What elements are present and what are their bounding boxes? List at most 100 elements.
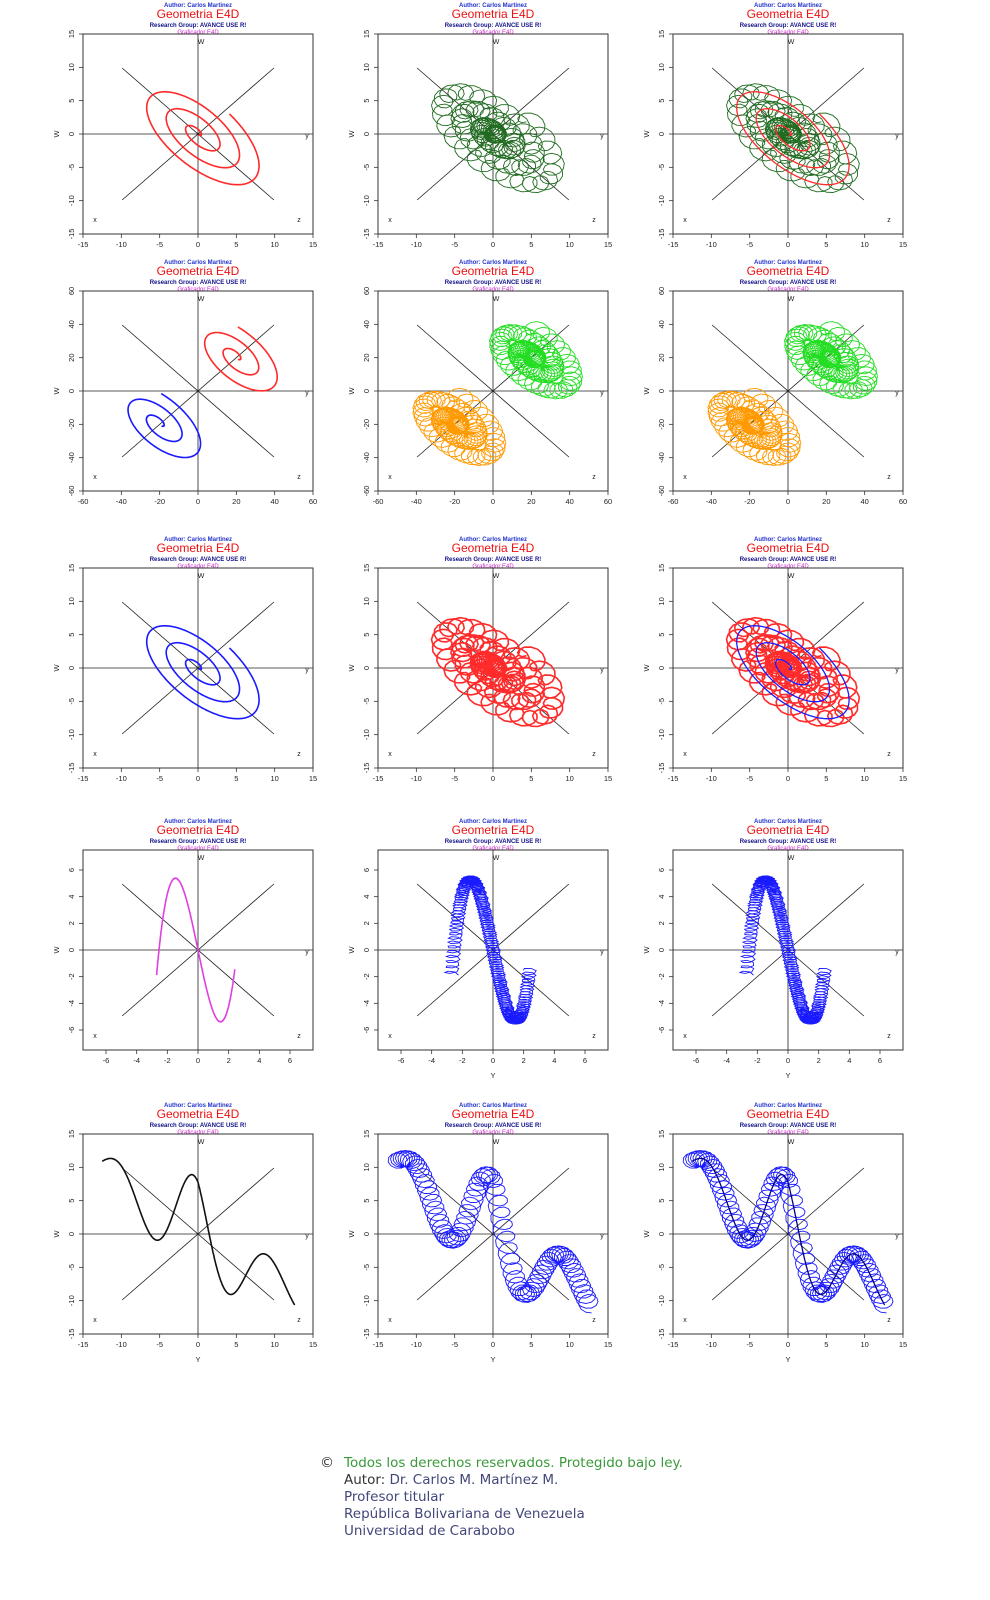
axes-lines (673, 291, 903, 491)
axis-y-label: y (600, 949, 604, 956)
y-tick-label: 0 (67, 389, 76, 393)
coil-series (443, 875, 537, 1025)
y-tick-label: 0 (362, 666, 371, 670)
chart-author: Author: Carlos Martinez (754, 3, 822, 9)
y-tick-label: -5 (67, 1264, 76, 1271)
x-tick-label: -40 (116, 497, 127, 506)
axis-z-label: z (592, 474, 596, 481)
position-text: Profesor titular (344, 1489, 445, 1505)
x-tick-label: 10 (270, 774, 278, 783)
chart-title: Geometria E4D (452, 264, 535, 278)
axes-lines (83, 291, 313, 491)
y-tick-label: 40 (362, 320, 371, 328)
y-tick-label: 10 (657, 63, 666, 71)
chart-subtitle: Graficador E4D (177, 564, 219, 570)
x-tick-label: -15 (668, 774, 679, 783)
axis-w-label: W (493, 1139, 500, 1146)
axis-w-label: W (788, 573, 795, 580)
y-tick-label: 15 (67, 1130, 76, 1138)
chart-author: Author: Carlos Martinez (459, 537, 527, 543)
y-tick-label: -5 (362, 164, 371, 171)
chart-title: Geometria E4D (747, 1107, 830, 1121)
axis-Y-label: Y (195, 1355, 200, 1364)
axis-w-label: W (788, 1139, 795, 1146)
axis-W-label: W (52, 130, 61, 138)
x-tick-label: -20 (154, 497, 165, 506)
x-tick-label: 10 (860, 240, 868, 249)
y-tick-label: 0 (657, 948, 666, 952)
curves (145, 91, 260, 186)
x-tick-label: -10 (411, 240, 422, 249)
author-name: Dr. Carlos M. Martínez M. (389, 1472, 559, 1488)
diag-axis-2 (121, 601, 275, 735)
y-tick-label: 60 (362, 287, 371, 295)
axis-z-label: z (297, 1317, 301, 1324)
y-tick-label: -10 (657, 1295, 666, 1306)
chart-subtitle: Graficador E4D (472, 1130, 514, 1136)
coil-series (489, 321, 583, 400)
author-label: Autor: (344, 1472, 386, 1488)
x-tick-label: 10 (565, 774, 573, 783)
axis-z-label: z (297, 1033, 301, 1040)
x-tick-label: 15 (309, 240, 317, 249)
y-tick-label: -10 (362, 195, 371, 206)
y-tick-label: 4 (67, 895, 76, 899)
y-tick-label: 10 (67, 1163, 76, 1171)
x-tick-label: -40 (706, 497, 717, 506)
axis-x-label: x (683, 1033, 687, 1040)
chart-title: Geometria E4D (157, 541, 240, 555)
chart-group: Research Group: AVANCE USE R! (150, 280, 247, 286)
coil-series (431, 83, 565, 193)
x-tick-label: -5 (451, 774, 458, 783)
y-tick-label: -2 (362, 973, 371, 980)
x-tick-label: -10 (116, 240, 127, 249)
curves (387, 1149, 599, 1314)
x-tick-label: -15 (373, 774, 384, 783)
y-tick-label: 10 (362, 597, 371, 605)
series-line (203, 326, 279, 392)
y-tick-label: -4 (657, 1000, 666, 1007)
curves (145, 624, 260, 720)
series-line (145, 91, 260, 186)
x-tick-label: -15 (373, 240, 384, 249)
x-tick-label: 40 (860, 497, 868, 506)
axis-y-label: y (305, 390, 309, 397)
coil-series (707, 387, 802, 467)
country-text: República Bolivariana de Venezuela (344, 1506, 585, 1522)
axes-lines (83, 34, 313, 234)
axis-y-label: y (895, 390, 899, 397)
x-tick-label: 15 (899, 240, 907, 249)
axis-x-label: x (93, 751, 97, 758)
chart-group: Research Group: AVANCE USE R! (150, 23, 247, 29)
y-tick-label: 15 (657, 30, 666, 38)
x-tick-label: 0 (786, 240, 790, 249)
y-tick-label: -15 (657, 763, 666, 774)
axis-y-label: y (305, 133, 309, 140)
chart-author: Author: Carlos Martinez (164, 819, 232, 825)
axis-x-label: x (93, 1033, 97, 1040)
y-tick-label: -5 (657, 1264, 666, 1271)
coil-series (682, 1149, 894, 1314)
y-tick-label: 2 (362, 921, 371, 925)
x-tick-label: 0 (491, 1056, 495, 1065)
y-tick-label: -2 (67, 973, 76, 980)
axis-z-label: z (592, 751, 596, 758)
chart-author: Author: Carlos Martinez (754, 260, 822, 266)
x-tick-label: -10 (411, 774, 422, 783)
axis-W-label: W (52, 1230, 61, 1238)
axis-x-label: x (93, 217, 97, 224)
chart-author: Author: Carlos Martinez (164, 1103, 232, 1109)
y-tick-label: 6 (362, 868, 371, 872)
x-tick-label: -15 (373, 1340, 384, 1349)
chart-author: Author: Carlos Martinez (459, 1103, 527, 1109)
x-tick-label: 0 (491, 497, 495, 506)
y-tick-label: 5 (657, 99, 666, 103)
x-tick-label: 5 (529, 240, 533, 249)
chart-title: Geometria E4D (747, 7, 830, 21)
axis-W-label: W (347, 387, 356, 395)
chart-group: Research Group: AVANCE USE R! (445, 557, 542, 563)
y-tick-label: -5 (362, 1264, 371, 1271)
chart-subtitle: Graficador E4D (472, 564, 514, 570)
